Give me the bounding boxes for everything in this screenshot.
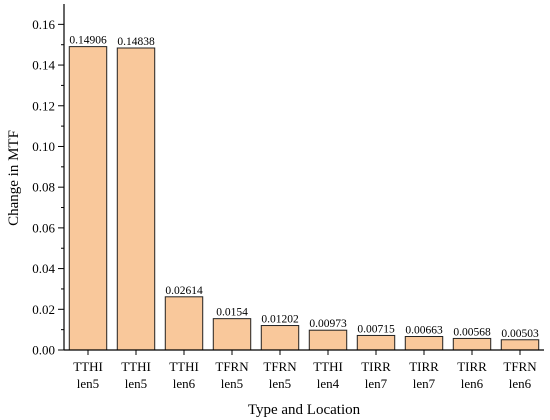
bar-value-label: 0.00503: [501, 328, 539, 340]
y-tick-label: 0.08: [32, 180, 55, 195]
x-tick-label-location: len4: [317, 376, 340, 391]
x-tick-label-location: len7: [413, 376, 436, 391]
y-tick-label: 0.06: [32, 220, 55, 235]
x-tick-label-location: len7: [365, 376, 388, 391]
bar-value-label: 0.01202: [261, 314, 299, 326]
bar-value-label: 0.0154: [216, 307, 248, 319]
y-tick-label: 0.12: [32, 98, 55, 113]
x-tick-label-type: TFRN: [215, 359, 249, 374]
bar: [260, 325, 300, 351]
y-tick-label: 0.02: [32, 302, 55, 317]
y-tick-label: 0.00: [32, 343, 55, 358]
bar: [164, 296, 204, 351]
x-tick-label-location: len5: [125, 376, 147, 391]
x-tick-label-type: TTHI: [313, 359, 343, 374]
y-tick-label: 0.14: [32, 58, 55, 73]
bar-value-label: 0.14906: [69, 35, 107, 47]
y-axis-label: Change in MTF: [6, 130, 22, 226]
bar-value-label: 0.00973: [309, 318, 347, 330]
y-tick-label: 0.10: [32, 139, 55, 154]
bar: [308, 329, 348, 351]
bar-value-label: 0.02614: [165, 285, 203, 297]
bar: [404, 336, 444, 351]
x-tick-label-location: len6: [509, 376, 532, 391]
x-tick-label-type: TFRN: [263, 359, 297, 374]
x-tick-label-type: TIRR: [457, 359, 487, 374]
bar-value-label: 0.00568: [453, 326, 491, 338]
bar: [500, 339, 540, 351]
x-axis-label: Type and Location: [248, 402, 361, 418]
bar: [68, 46, 108, 351]
x-tick-label-location: len6: [461, 376, 484, 391]
y-tick-label: 0.16: [32, 17, 55, 32]
plot-area: 0.14906 TTHI len5 0.14838 TTHI len5 0.02614 TTH…: [32, 4, 544, 391]
x-tick-label-location: len6: [173, 376, 196, 391]
bar: [116, 47, 156, 351]
x-tick-label-type: TFRN: [503, 359, 537, 374]
x-tick-label-type: TTHI: [121, 359, 151, 374]
x-tick-label-location: len5: [221, 376, 243, 391]
bar: [452, 337, 492, 351]
y-tick-label: 0.04: [32, 261, 55, 276]
bar: [356, 334, 396, 351]
x-tick-label-type: TIRR: [361, 359, 391, 374]
x-tick-label-location: len5: [269, 376, 291, 391]
x-tick-label-type: TIRR: [409, 359, 439, 374]
bar-value-label: 0.00663: [405, 325, 443, 337]
x-tick-label-location: len5: [77, 376, 99, 391]
bar-value-label: 0.14838: [117, 36, 155, 48]
bar-value-label: 0.00715: [357, 323, 395, 335]
bar: [212, 318, 252, 351]
x-tick-label-type: TTHI: [73, 359, 103, 374]
x-tick-label-type: TTHI: [169, 359, 199, 374]
